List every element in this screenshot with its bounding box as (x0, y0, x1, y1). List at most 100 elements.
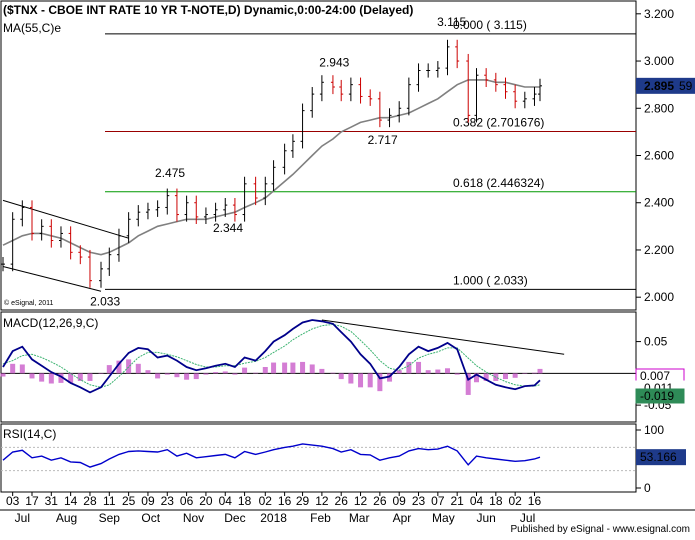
x-day-label-16: 12 (315, 494, 329, 508)
macd-label: MACD(12,26,9,C) (3, 316, 98, 330)
price-tick-label-6: 2.000 (644, 290, 674, 304)
macd-histogram-bar (253, 372, 259, 374)
price-bar (339, 79, 344, 102)
macd-line (2, 319, 541, 394)
price-bar (99, 261, 104, 288)
price-bar (387, 108, 392, 128)
macd-histogram-bar (222, 371, 228, 374)
x-day-label-12: 18 (238, 494, 252, 508)
price-bar (1, 257, 5, 272)
price-bar (213, 202, 218, 222)
x-day-label-0: 03 (6, 494, 20, 508)
price-bar (522, 91, 527, 109)
macd-histogram-bar (98, 373, 104, 374)
macd-histogram-bar (203, 373, 209, 375)
x-month-label-1: Aug (56, 511, 77, 525)
price-bar (126, 212, 131, 243)
last-price-value: 2.895 (644, 79, 674, 93)
price-bar (445, 39, 450, 76)
price-bar (406, 77, 411, 116)
x-day-label-10: 20 (199, 494, 213, 508)
macd-histogram-bar (473, 373, 479, 383)
macd-histogram-bar (435, 369, 441, 374)
fib-label-1: 0.382 (2.701676) (453, 115, 544, 129)
macd-histogram-bar (184, 373, 190, 380)
x-day-label-1: 17 (25, 494, 39, 508)
price-bar (435, 61, 440, 78)
macd-histogram-bar (512, 373, 518, 378)
macd-histogram-bar (145, 370, 151, 374)
macd-histogram-bar (483, 373, 489, 381)
price-bar (107, 247, 112, 276)
x-month-label-11: Jun (476, 511, 495, 525)
rsi-plot (1, 443, 636, 472)
x-day-label-15: 29 (296, 494, 310, 508)
price-bar (290, 134, 295, 158)
x-month-label-0: Jul (15, 511, 30, 525)
macd-histogram-bar (338, 373, 344, 380)
x-day-label-2: 31 (45, 494, 59, 508)
macd-histogram-bar (0, 373, 6, 377)
x-day-label-24: 04 (470, 494, 484, 508)
price-bar (397, 101, 402, 123)
price-bar (68, 226, 73, 260)
price-tick-label-5: 2.200 (644, 243, 674, 257)
ma-label: MA(55,C)e (3, 21, 61, 35)
rsi-value-box (636, 449, 686, 466)
macd-histogram-bar (232, 373, 238, 375)
axes: 3.200 3.000 2.800 2.600 2.400 2.200 2.000 2.895… (6, 7, 695, 525)
macd-histogram-bar (213, 372, 219, 374)
macd-histogram-bar (531, 372, 537, 374)
last-price-suffix: 59 (679, 79, 693, 93)
price-bar (474, 68, 479, 123)
macd-histogram-bar (309, 364, 315, 374)
chart-title: ($TNX - CBOE INT RATE 10 YR T-NOTE,D) Dy… (3, 3, 413, 17)
rsi-label: RSI(14,C) (3, 427, 56, 441)
price-bar (116, 228, 121, 262)
macd-value-2: -0.019 (640, 389, 674, 403)
price-tick-label-4: 2.400 (644, 196, 674, 210)
price-bar (174, 188, 179, 222)
price-bar (368, 89, 373, 106)
x-day-label-23: 21 (450, 494, 464, 508)
price-bar (203, 207, 208, 224)
x-day-label-25: 18 (489, 494, 503, 508)
macd-value-0: 0.007 (640, 369, 670, 383)
macd-histogram-bar (87, 373, 93, 381)
price-bar (165, 188, 170, 215)
x-month-label-2: Sep (99, 511, 121, 525)
x-day-label-21: 23 (412, 494, 426, 508)
price-bar (455, 39, 460, 69)
x-day-label-3: 14 (64, 494, 78, 508)
price-tick-label-1: 3.000 (644, 54, 674, 68)
macd-panel (0, 311, 637, 423)
macd-histogram-bar (454, 373, 460, 375)
price-bar (242, 176, 247, 222)
macd-histogram-bar (58, 373, 64, 383)
macd-histogram-bar (367, 373, 373, 388)
x-day-label-17: 26 (335, 494, 349, 508)
macd-histogram-bar (319, 368, 325, 374)
macd-histogram-bar (29, 373, 35, 379)
price-bar (223, 198, 228, 217)
price-bar (532, 87, 537, 106)
x-month-label-6: 2018 (260, 511, 287, 525)
macd-histogram-bar (416, 361, 422, 374)
rsi-tick-label-0: 100 (644, 423, 664, 437)
macd-histogram-bar (77, 373, 83, 381)
x-month-label-8: Mar (349, 511, 370, 525)
x-month-label-12: Jul (520, 511, 535, 525)
price-tick-label-0: 3.200 (644, 7, 674, 21)
x-month-label-3: Oct (141, 511, 160, 525)
price-bar (232, 198, 237, 222)
rsi-value: 53.166 (640, 450, 677, 464)
price-tick-label-2: 2.800 (644, 101, 674, 115)
macd-histogram-bar (271, 362, 277, 374)
fib-label-0: 0.000 ( 3.115) (453, 18, 527, 32)
rsi-tick-label-2: 0 (644, 481, 651, 495)
price-bar (136, 205, 141, 227)
x-month-label-10: May (432, 511, 455, 525)
macd-histogram-bar (348, 373, 354, 384)
x-day-label-26: 02 (508, 494, 522, 508)
